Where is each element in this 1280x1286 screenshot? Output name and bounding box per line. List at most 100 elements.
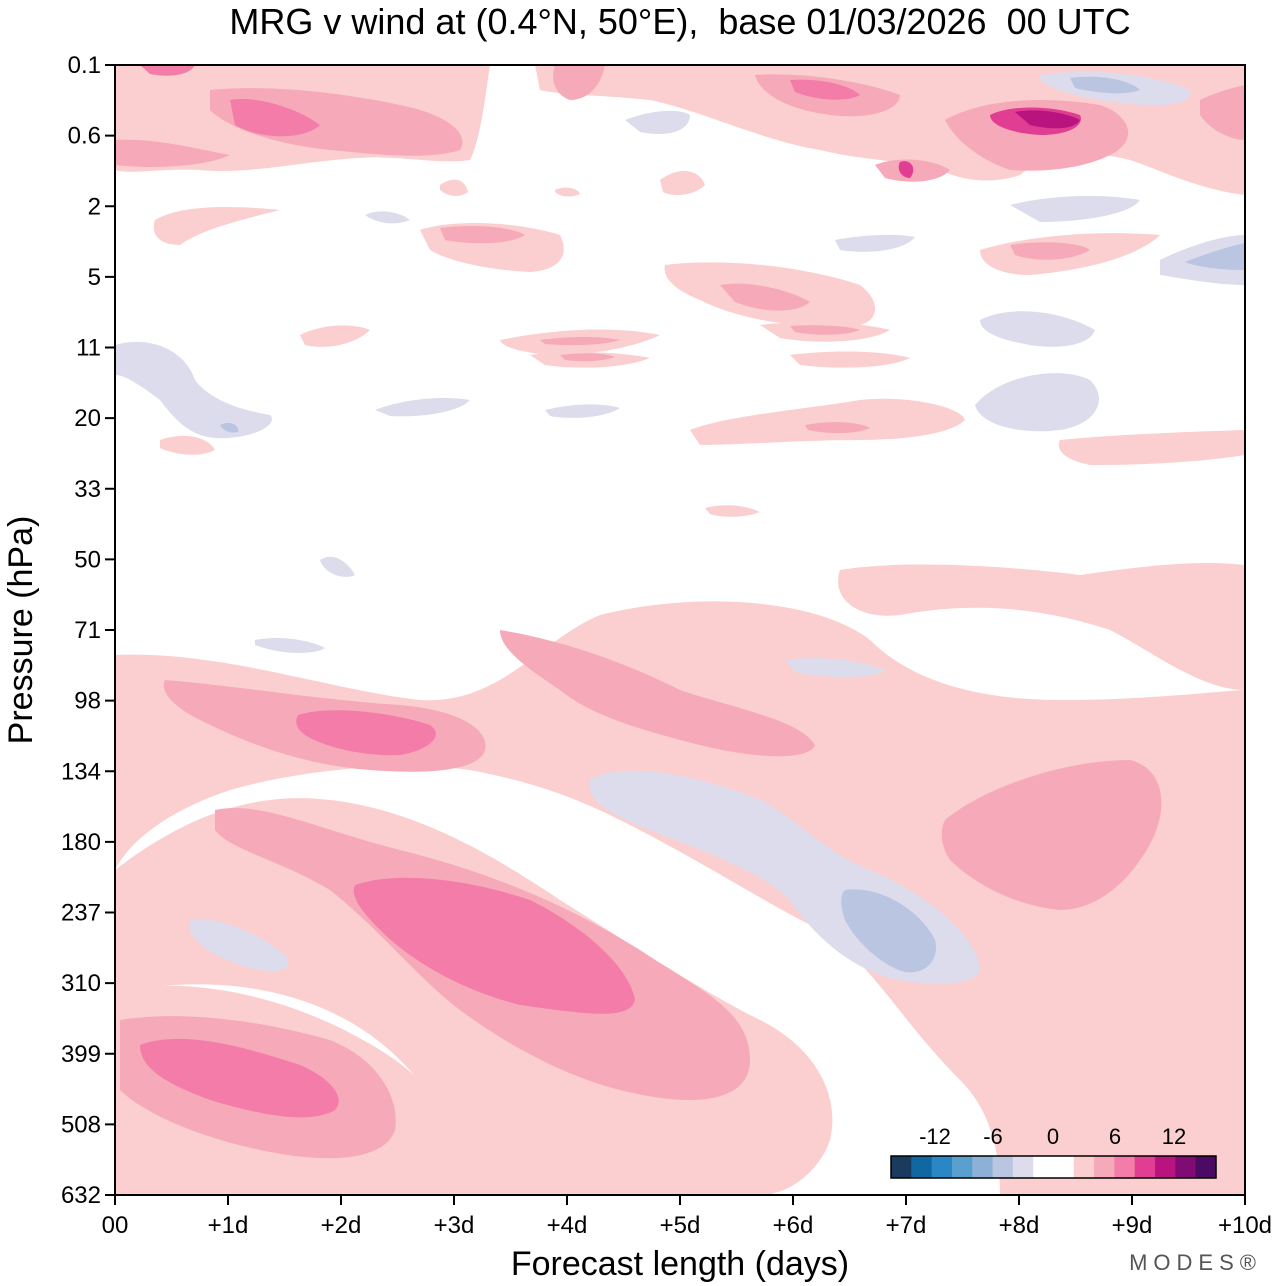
positive-anomaly-contour	[720, 283, 810, 311]
positive-anomaly-contour	[440, 226, 525, 244]
positive-anomaly-contour	[115, 139, 230, 167]
positive-anomaly-contour	[790, 351, 910, 368]
colorbar-swatch	[1114, 1156, 1136, 1178]
x-tick-label: +8d	[999, 1212, 1040, 1239]
positive-anomaly-contour	[160, 435, 215, 455]
colorbar-swatch	[1094, 1156, 1115, 1178]
colorbar-swatch	[1012, 1156, 1034, 1178]
negative-anomaly-contour	[1010, 195, 1140, 222]
colorbar-swatch	[1195, 1156, 1217, 1178]
positive-anomaly-contour	[790, 79, 860, 100]
x-axis: 00 +1d +2d +3d +4d +5d +6d +7d +8d +9d +10d	[102, 1195, 1272, 1239]
colorbar-swatch	[891, 1156, 912, 1178]
positive-anomaly-contour	[230, 99, 320, 137]
colorbar-label: -12	[919, 1124, 951, 1149]
y-axis-label: Pressure (hPa)	[2, 516, 40, 745]
positive-anomaly-contour	[1200, 85, 1245, 140]
colorbar-swatch	[1073, 1156, 1095, 1178]
positive-anomaly-contour	[353, 877, 635, 1014]
colorbar-frame	[890, 1155, 1217, 1179]
y-tick-label: 310	[61, 970, 101, 997]
y-tick-label: 632	[61, 1182, 101, 1209]
positive-anomaly-contour	[790, 325, 860, 335]
colorbar-swatch	[1053, 1156, 1075, 1178]
positive-anomaly-contour	[140, 65, 195, 76]
y-tick-label: 0.6	[68, 123, 101, 150]
y-tick-label: 180	[61, 829, 101, 856]
colorbar-swatch	[911, 1156, 933, 1178]
negative-anomaly-contour	[841, 889, 936, 973]
negative-anomaly-contour	[1070, 76, 1140, 94]
positive-anomaly-contour	[153, 207, 280, 245]
negative-anomaly-contour	[320, 556, 355, 577]
positive-anomaly-contour	[705, 505, 760, 517]
y-tick-label: 98	[74, 688, 101, 715]
positive-anomaly-contour	[540, 337, 620, 346]
y-tick-label: 0.1	[68, 52, 101, 79]
negative-anomaly-contour	[785, 658, 885, 678]
negative-anomaly-contour	[115, 341, 272, 439]
colorbar-label: 12	[1162, 1124, 1186, 1149]
y-tick-label: 20	[74, 405, 101, 432]
positive-anomaly-contour	[1015, 110, 1080, 129]
colorbar: -12 -6 0 6 12	[890, 1124, 1217, 1179]
colorbar-swatch	[1175, 1156, 1197, 1178]
x-axis-label: Forecast length (days)	[511, 1245, 849, 1283]
colorbar-label: 6	[1109, 1124, 1121, 1149]
colorbar-swatch	[972, 1156, 994, 1178]
x-tick-label: +5d	[660, 1212, 701, 1239]
positive-anomaly-contour	[941, 760, 1162, 910]
colorbar-swatch	[1155, 1156, 1176, 1178]
negative-anomaly-contour	[625, 110, 690, 135]
y-tick-label: 50	[74, 546, 101, 573]
positive-anomaly-contour	[1058, 430, 1245, 465]
y-tick-label: 71	[74, 617, 101, 644]
negative-anomaly-contour	[975, 373, 1099, 432]
x-tick-label: +4d	[547, 1212, 588, 1239]
colorbar-swatch	[1033, 1156, 1054, 1178]
modes-brand: MODES®	[1129, 1250, 1262, 1275]
colorbar-swatch	[951, 1156, 973, 1178]
positive-anomaly-contour	[805, 422, 870, 434]
y-tick-label: 33	[74, 476, 101, 503]
positive-anomaly-contour	[300, 325, 370, 347]
positive-anomaly-contour	[555, 187, 580, 197]
y-tick-label: 508	[61, 1111, 101, 1138]
x-tick-label: 00	[102, 1212, 129, 1239]
x-tick-label: +9d	[1112, 1212, 1153, 1239]
positive-anomaly-contour	[838, 563, 1245, 690]
positive-anomaly-contour	[690, 398, 965, 445]
negative-anomaly-contour	[365, 211, 410, 224]
x-tick-label: +7d	[886, 1212, 927, 1239]
x-tick-label: +10d	[1218, 1212, 1272, 1239]
colorbar-label: 0	[1047, 1124, 1059, 1149]
x-tick-label: +1d	[208, 1212, 249, 1239]
negative-anomaly-contour	[545, 404, 620, 418]
contour-field	[115, 65, 1245, 1195]
positive-anomaly-contour	[535, 65, 1245, 195]
y-tick-label: 399	[61, 1041, 101, 1068]
positive-anomaly-contour	[140, 1038, 339, 1118]
x-tick-label: +2d	[321, 1212, 362, 1239]
colorbar-swatch	[992, 1156, 1014, 1178]
x-tick-label: +6d	[773, 1212, 814, 1239]
negative-anomaly-contour	[220, 422, 239, 433]
y-tick-label: 134	[61, 758, 101, 785]
negative-anomaly-contour	[835, 234, 915, 252]
positive-anomaly-contour	[560, 353, 615, 362]
positive-anomaly-contour	[660, 170, 705, 196]
chart-title: MRG v wind at (0.4°N, 50°E), base 01/03/…	[229, 1, 1131, 42]
positive-anomaly-contour	[898, 161, 914, 178]
positive-anomaly-contour	[296, 710, 436, 756]
y-tick-label: 2	[88, 193, 101, 220]
y-tick-label: 237	[61, 900, 101, 927]
positive-anomaly-contour	[440, 179, 468, 196]
positive-anomaly-contour	[553, 65, 605, 100]
x-tick-label: +3d	[434, 1212, 475, 1239]
y-tick-label: 11	[76, 335, 101, 362]
negative-anomaly-contour	[375, 398, 470, 417]
negative-anomaly-contour	[255, 637, 325, 653]
negative-anomaly-contour	[1185, 243, 1245, 270]
y-tick-label: 5	[88, 264, 101, 291]
